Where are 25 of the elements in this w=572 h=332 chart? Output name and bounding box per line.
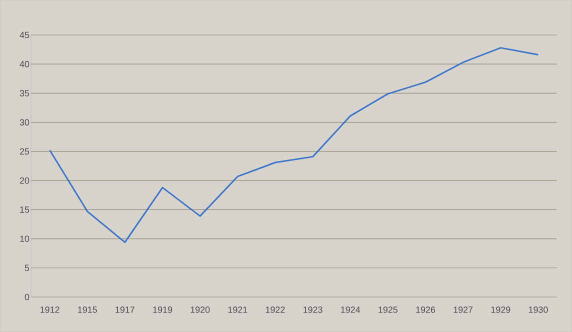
x-tick-label: 1917 <box>116 306 134 313</box>
y-tick-label: 20 <box>20 177 30 184</box>
x-tick-label: 1929 <box>491 306 510 313</box>
line-series <box>49 47 539 244</box>
y-tick-label: 40 <box>20 60 30 68</box>
x-tick-label: 1915 <box>78 306 97 313</box>
y-tick-label: 15 <box>20 206 30 213</box>
y-tick-label: 45 <box>20 32 30 38</box>
y-tick-label: 25 <box>20 148 30 155</box>
x-tick-label: 1926 <box>416 306 436 313</box>
x-tick-label: 1912 <box>40 306 60 313</box>
x-tick-label: 1920 <box>190 306 210 313</box>
x-tick-label: 1924 <box>341 306 360 313</box>
y-tick-label: 10 <box>20 236 30 242</box>
y-tick-label: 5 <box>24 264 30 272</box>
y-tick-label: 0 <box>24 294 30 300</box>
x-tick-label: 1927 <box>454 306 473 313</box>
y-tick-label: 35 <box>20 90 30 96</box>
x-tick-label: 1923 <box>304 306 322 313</box>
x-tick-label: 1921 <box>228 306 248 313</box>
x-tick-label: 1922 <box>266 306 285 313</box>
x-tick-label: 1930 <box>528 306 548 313</box>
x-tick-label: 1919 <box>153 306 172 313</box>
x-tick-label: 1925 <box>378 306 398 313</box>
y-tick-label: 30 <box>20 119 30 126</box>
